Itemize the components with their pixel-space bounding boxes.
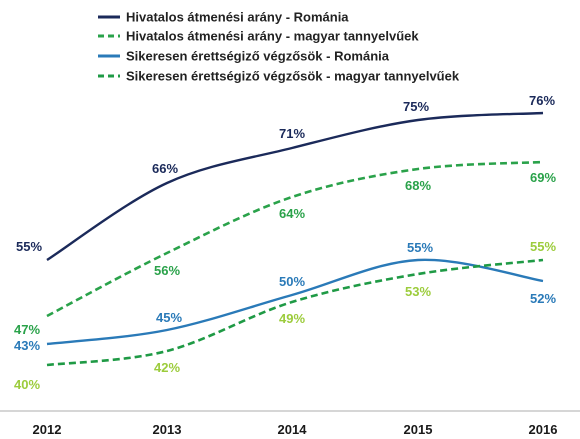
data-label: 68%: [405, 178, 431, 193]
data-label: 55%: [530, 239, 556, 254]
series-line: [46, 111, 544, 262]
x-axis-ticks: 2012 2013 2014 2015 2016: [33, 422, 558, 437]
data-label: 55%: [407, 240, 433, 255]
legend-item: Hivatalos átmenési arány - magyar tannye…: [98, 29, 419, 44]
data-label: 43%: [14, 338, 40, 353]
series-line: [46, 258, 544, 346]
x-tick-label: 2015: [404, 422, 433, 437]
x-tick-label: 2012: [33, 422, 62, 437]
data-label: 49%: [279, 311, 305, 326]
x-tick-label: 2016: [529, 422, 558, 437]
data-label: 75%: [403, 99, 429, 114]
data-label: 42%: [154, 360, 180, 375]
legend-label: Sikeresen érettségiző végzősök - magyar …: [126, 69, 460, 84]
data-label: 56%: [154, 263, 180, 278]
legend-item: Sikeresen érettségiző végzősök - Románia: [98, 49, 390, 64]
legend-label: Hivatalos átmenési arány - magyar tannye…: [126, 29, 419, 44]
legend-label: Sikeresen érettségiző végzősök - Románia: [126, 49, 390, 64]
legend: Hivatalos átmenési arány - Románia Hivat…: [98, 10, 460, 84]
legend-label: Hivatalos átmenési arány - Románia: [126, 10, 349, 25]
data-label: 66%: [152, 161, 178, 176]
data-label: 69%: [530, 170, 556, 185]
data-label: 55%: [16, 239, 42, 254]
data-label: 71%: [279, 126, 305, 141]
series-line: [46, 160, 544, 318]
data-label: 47%: [14, 322, 40, 337]
x-tick-label: 2014: [278, 422, 308, 437]
data-label: 53%: [405, 284, 431, 299]
data-label: 76%: [529, 93, 555, 108]
legend-item: Sikeresen érettségiző végzősök - magyar …: [98, 69, 460, 84]
data-label: 50%: [279, 274, 305, 289]
plot-area: 55% 66% 71% 75% 76% 47% 56% 64% 68% 69% 43% 45% 50% 5…: [14, 93, 556, 392]
data-label: 40%: [14, 377, 40, 392]
legend-item: Hivatalos átmenési arány - Románia: [98, 10, 349, 25]
series-line: [46, 258, 544, 367]
x-tick-label: 2013: [153, 422, 182, 437]
data-label: 52%: [530, 291, 556, 306]
data-label: 45%: [156, 310, 182, 325]
data-label: 64%: [279, 206, 305, 221]
